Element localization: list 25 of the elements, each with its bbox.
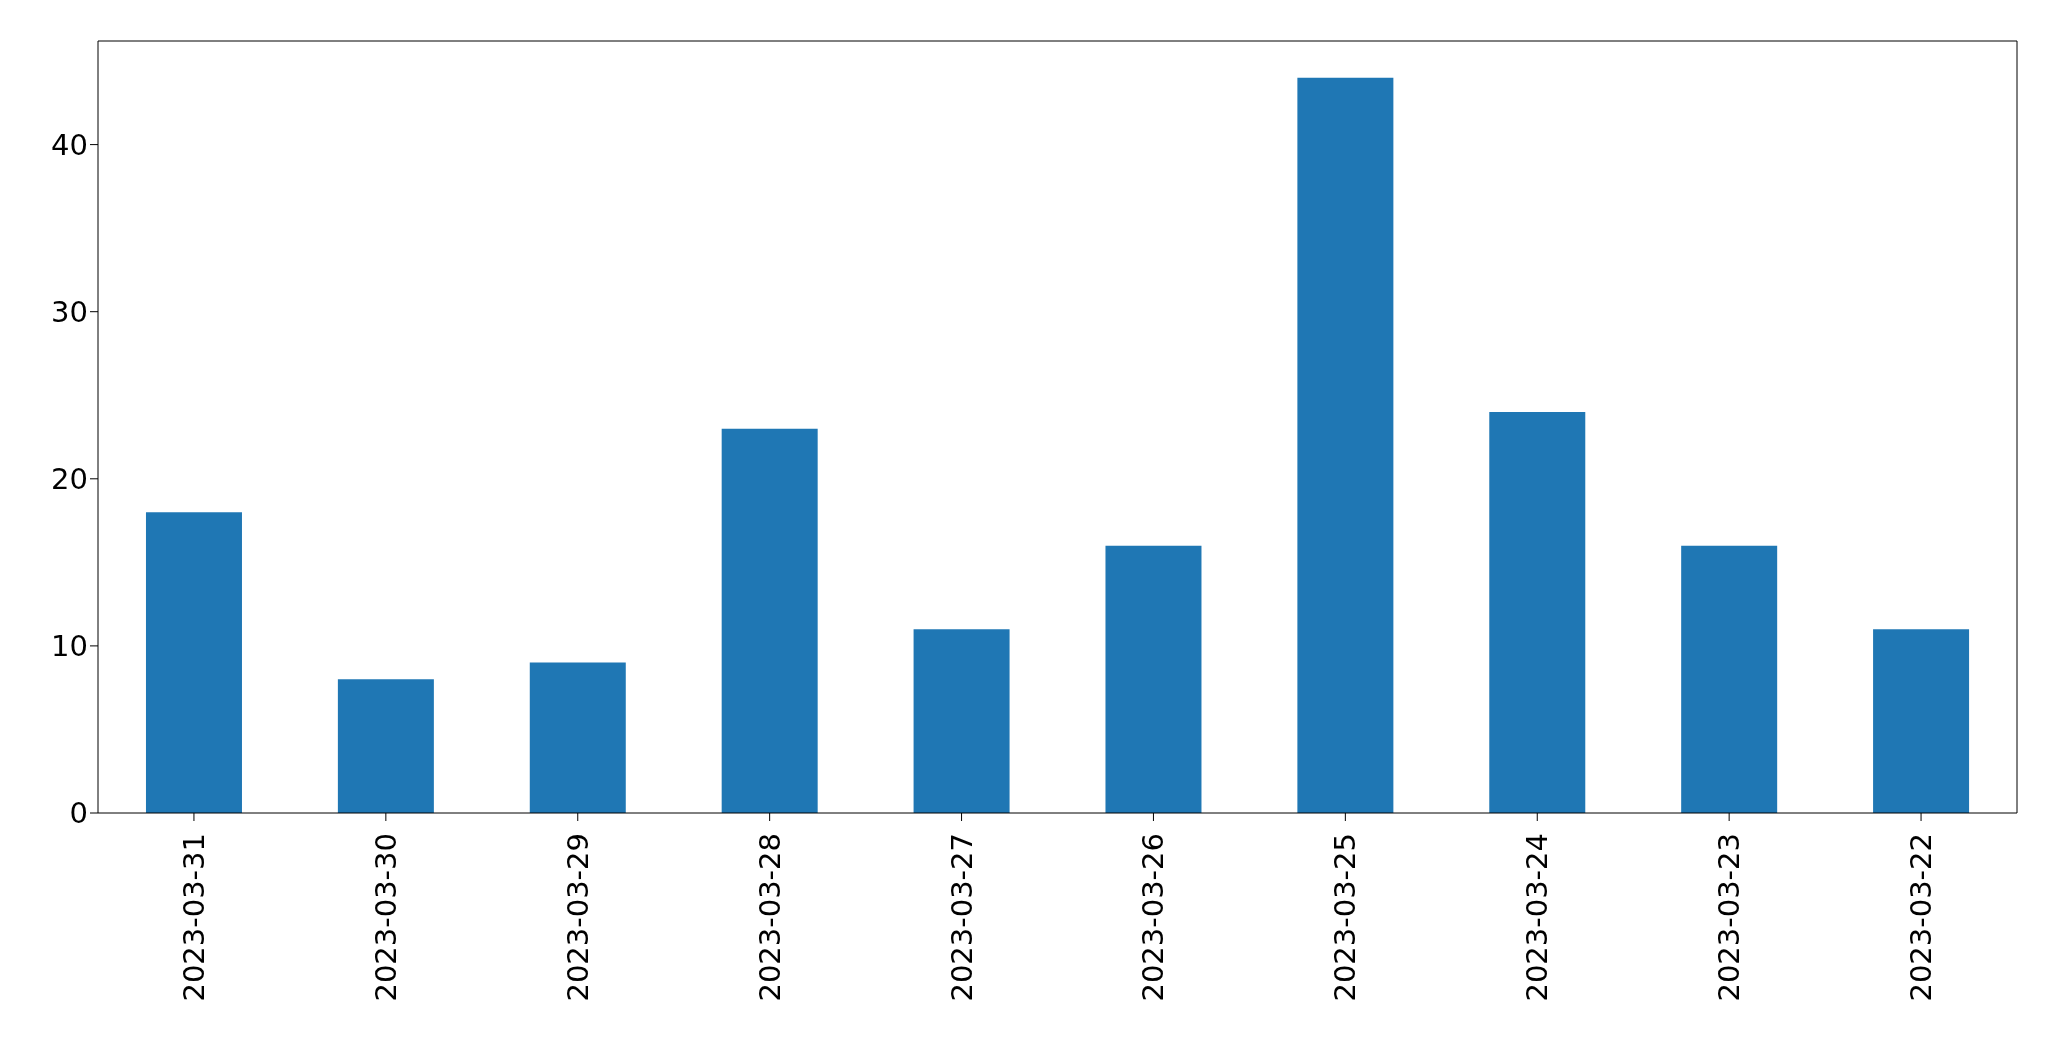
x-tick-label: 2023-03-29 xyxy=(560,833,595,1002)
bar xyxy=(1873,629,1970,813)
y-tick-label: 20 xyxy=(51,462,88,497)
x-tick-label: 2023-03-25 xyxy=(1328,833,1363,1002)
y-tick-label: 40 xyxy=(51,127,88,162)
bar xyxy=(721,428,818,813)
bar xyxy=(913,629,1010,813)
y-tick-label: 30 xyxy=(51,295,88,329)
bar xyxy=(1297,77,1394,813)
x-tick-label: 2023-03-27 xyxy=(944,833,979,1002)
y-tick-label: 0 xyxy=(69,796,88,831)
x-tick-label: 2023-03-31 xyxy=(176,833,211,1002)
bar xyxy=(337,679,434,813)
x-tick-label: 2023-03-24 xyxy=(1520,833,1555,1002)
bar xyxy=(529,662,626,813)
bar xyxy=(1105,545,1202,813)
bar xyxy=(1489,411,1586,813)
x-tick-label: 2023-03-28 xyxy=(752,833,787,1002)
x-tick-label: 2023-03-26 xyxy=(1136,833,1171,1002)
x-tick-label: 2023-03-22 xyxy=(1904,833,1939,1002)
bar xyxy=(145,512,242,813)
y-tick-label: 10 xyxy=(51,629,88,664)
x-tick-label: 2023-03-23 xyxy=(1712,833,1747,1002)
x-tick-label: 2023-03-30 xyxy=(368,833,403,1002)
bar xyxy=(1681,545,1778,813)
